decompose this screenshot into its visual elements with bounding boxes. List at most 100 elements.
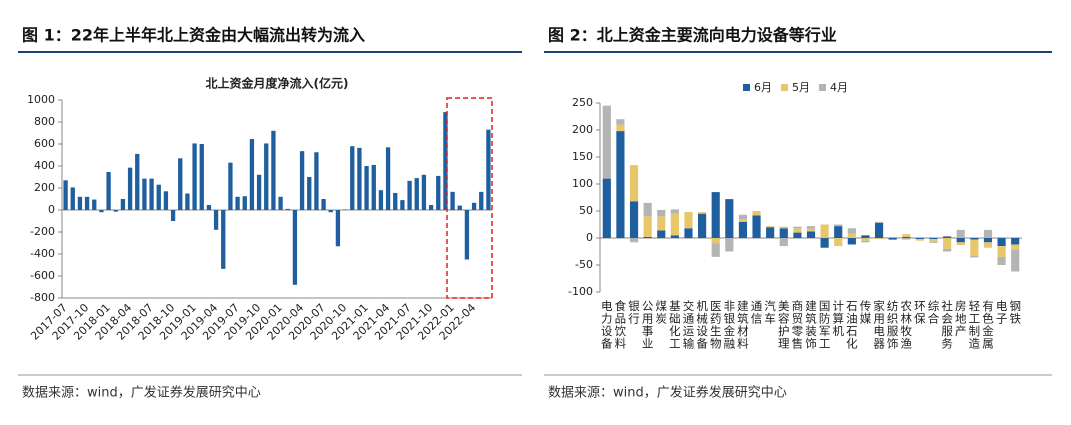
- bar: [314, 152, 319, 210]
- bar-segment: [698, 212, 707, 214]
- bar-segment: [725, 199, 734, 238]
- bar-segment: [970, 239, 979, 256]
- highlight-box: [446, 97, 493, 299]
- source-note: 数据来源：wind，广发证券发展研究中心: [22, 385, 261, 401]
- bar-segment: [929, 239, 938, 242]
- bar-segment: [806, 228, 816, 232]
- bar: [421, 174, 427, 210]
- bar: [77, 196, 83, 210]
- bar: [428, 205, 434, 210]
- bar-segment: [779, 238, 788, 247]
- bar: [206, 205, 212, 210]
- bar-segment: [1011, 238, 1020, 245]
- y-tick-label: 50: [579, 204, 593, 217]
- bar-segment: [670, 235, 679, 238]
- bar-segment: [915, 238, 924, 240]
- figure-caption: 图 1：22年上半年北上资金由大幅流出转为流入: [22, 26, 365, 45]
- bar-segment: [874, 221, 884, 223]
- y-tick-label: 250: [572, 96, 593, 109]
- bar-segment: [861, 238, 870, 241]
- x-tick-label: 电子: [995, 300, 1009, 325]
- x-tick-label: 计算机: [831, 300, 845, 338]
- bar-segment: [861, 240, 870, 243]
- bar: [163, 191, 169, 210]
- bar-segment: [738, 214, 748, 220]
- bar-segment: [888, 238, 897, 240]
- figure-caption: 图 2：北上资金主要流向电力设备等行业: [548, 26, 837, 45]
- bar: [299, 151, 305, 210]
- bar-segment: [643, 216, 652, 237]
- bar-segment: [793, 228, 802, 233]
- x-tick-label: 交通运输: [681, 299, 695, 350]
- bar-segment: [983, 238, 993, 243]
- bar-segment: [711, 238, 720, 244]
- bar-segment: [806, 231, 816, 238]
- x-tick-label: 食品饮料: [613, 299, 627, 350]
- bar: [407, 180, 412, 210]
- source-note: 数据来源：wind，广发证券发展研究中心: [548, 385, 787, 401]
- y-tick-label: 800: [34, 115, 55, 128]
- bar: [106, 172, 111, 210]
- bar-segment: [793, 226, 802, 229]
- bar: [400, 200, 405, 210]
- bar-segment: [997, 256, 1006, 265]
- bar-segment: [956, 229, 965, 238]
- y-tick-label: 400: [34, 159, 55, 172]
- bar-segment: [752, 211, 761, 216]
- x-tick-label: 房地产: [954, 300, 968, 338]
- x-tick-label: 有色金属: [981, 299, 995, 350]
- bar: [92, 199, 97, 210]
- y-tick-label: -100: [568, 285, 593, 298]
- bar-segment: [629, 165, 639, 202]
- x-tick-label: 建筑装饰: [804, 299, 818, 350]
- bar-segment: [902, 238, 911, 240]
- y-tick-label: 100: [572, 177, 593, 190]
- bar: [285, 208, 290, 210]
- bar: [70, 187, 75, 210]
- bar: [335, 210, 341, 247]
- bar: [178, 158, 183, 210]
- bar-segment: [943, 248, 952, 252]
- x-tick-label: 家用电器: [872, 299, 886, 350]
- x-tick-label: 基础化工: [668, 300, 682, 350]
- bar: [393, 192, 398, 210]
- x-tick-label: 综合: [927, 299, 941, 325]
- bar-segment: [834, 224, 843, 227]
- bar-segment: [847, 238, 856, 245]
- y-tick-label: 200: [572, 123, 593, 136]
- bar: [235, 196, 240, 210]
- y-tick-label: 600: [34, 137, 55, 150]
- bar-segment: [602, 178, 611, 238]
- bar-segment: [806, 226, 816, 229]
- bar: [271, 130, 276, 210]
- bar-segment: [670, 209, 679, 214]
- bar-segment: [779, 228, 788, 238]
- y-tick-label: 150: [572, 150, 593, 163]
- bar: [342, 209, 348, 210]
- legend-swatch: [781, 84, 788, 91]
- bar-segment: [657, 216, 666, 231]
- x-tick-label: 纺织服饰: [886, 299, 900, 350]
- bar-segment: [670, 213, 679, 236]
- bar: [149, 178, 154, 210]
- bar: [436, 175, 441, 210]
- y-tick-label: 0: [48, 203, 55, 216]
- bar-segment: [616, 131, 625, 238]
- bar-segment: [616, 124, 625, 132]
- bar: [443, 112, 448, 210]
- bar-segment: [738, 219, 748, 222]
- y-tick-label: -200: [30, 225, 55, 238]
- bar: [228, 162, 233, 210]
- bar: [127, 167, 133, 210]
- y-tick-label: -600: [30, 269, 55, 282]
- bar-segment: [997, 246, 1006, 257]
- bar-segment: [943, 236, 952, 238]
- x-tick-label: 传媒: [858, 299, 872, 325]
- bar: [378, 190, 384, 210]
- bar-segment: [970, 238, 979, 240]
- bar: [457, 205, 462, 210]
- x-tick-label: 公用事业: [641, 300, 655, 350]
- bar: [256, 174, 262, 210]
- bar-segment: [929, 238, 938, 240]
